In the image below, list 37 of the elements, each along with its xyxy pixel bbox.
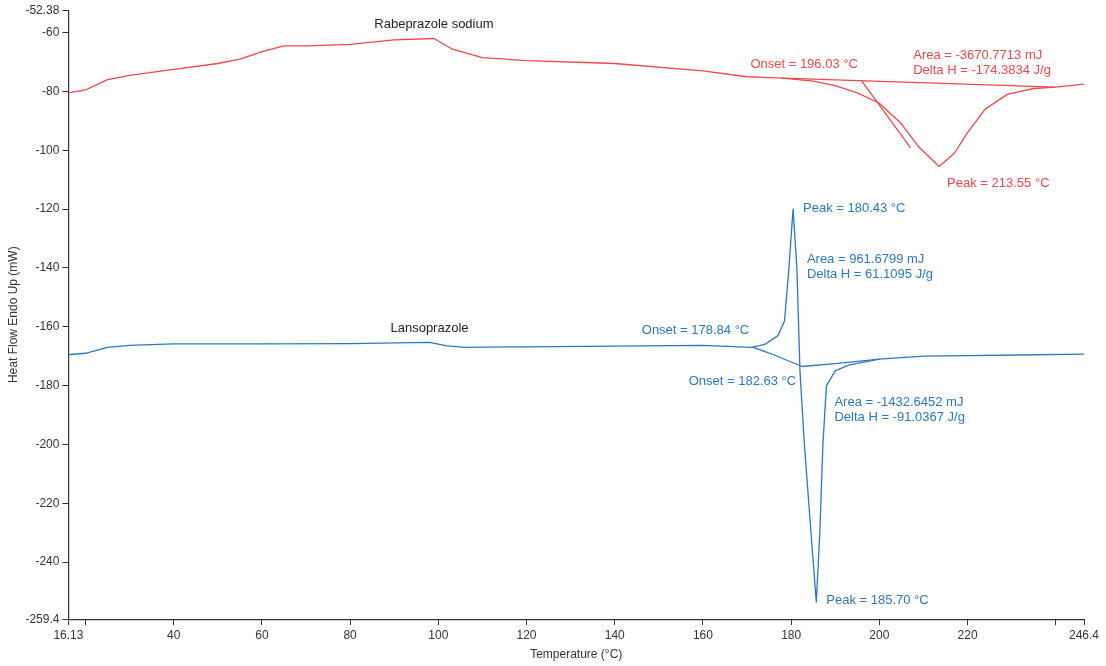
x-tick-label: 40: [167, 627, 181, 642]
annotation: Area = 961.6799 mJ Delta H = 61.1095 J/g: [806, 251, 933, 282]
annotation: Area = -3670.7713 mJ Delta H = -174.3834 J/g: [913, 47, 1051, 78]
x-tick-label: 220: [957, 627, 978, 642]
annotation: Onset = 182.63 °C: [688, 372, 797, 388]
y-tick-label: -52.38: [25, 2, 60, 17]
x-tick-label: 80: [343, 627, 358, 642]
annotation: Onset = 178.84 °C: [641, 322, 750, 338]
annotation: Peak = 185.70 °C: [826, 592, 929, 608]
x-tick-label: 200: [869, 627, 890, 642]
x-tick-label: 120: [516, 627, 537, 642]
y-tick-label: -80: [42, 83, 60, 98]
annotation: Peak = 213.55 °C: [947, 174, 1050, 190]
y-tick-label: -140: [35, 260, 60, 275]
annotation: Peak = 180.43 °C: [803, 199, 906, 215]
x-tick-label: 140: [604, 627, 626, 642]
x-axis-title: Temperature (°C): [530, 647, 623, 662]
y-tick-label: -120: [35, 201, 60, 216]
annotation: Area = -1432.6452 mJ Delta H = -91.0367 J/g: [834, 393, 965, 424]
series-label: Rabeprazole sodium: [374, 16, 494, 32]
y-tick-label: -259.4: [25, 611, 60, 626]
y-tick-label: -200: [35, 436, 60, 451]
y-tick-label: -100: [35, 142, 60, 157]
x-tick-label: 160: [692, 627, 714, 642]
annotation: Onset = 196.03 °C: [750, 55, 858, 71]
x-tick-label: 60: [255, 627, 269, 642]
x-tick-label: 246.4: [1068, 627, 1100, 642]
y-tick-label: -240: [35, 554, 60, 569]
x-tick-label: 100: [428, 627, 449, 642]
series-label: Lansoprazole: [390, 319, 469, 335]
y-tick-label: -160: [35, 319, 60, 334]
x-tick-label: 16.13: [53, 627, 84, 642]
y-tick-label: -180: [35, 377, 60, 392]
y-tick-label: -220: [35, 495, 60, 510]
y-axis-title: Heat Flow Endo Up (mW): [5, 246, 20, 384]
y-tick-label: -60: [42, 24, 60, 39]
x-tick-label: 180: [781, 627, 802, 642]
